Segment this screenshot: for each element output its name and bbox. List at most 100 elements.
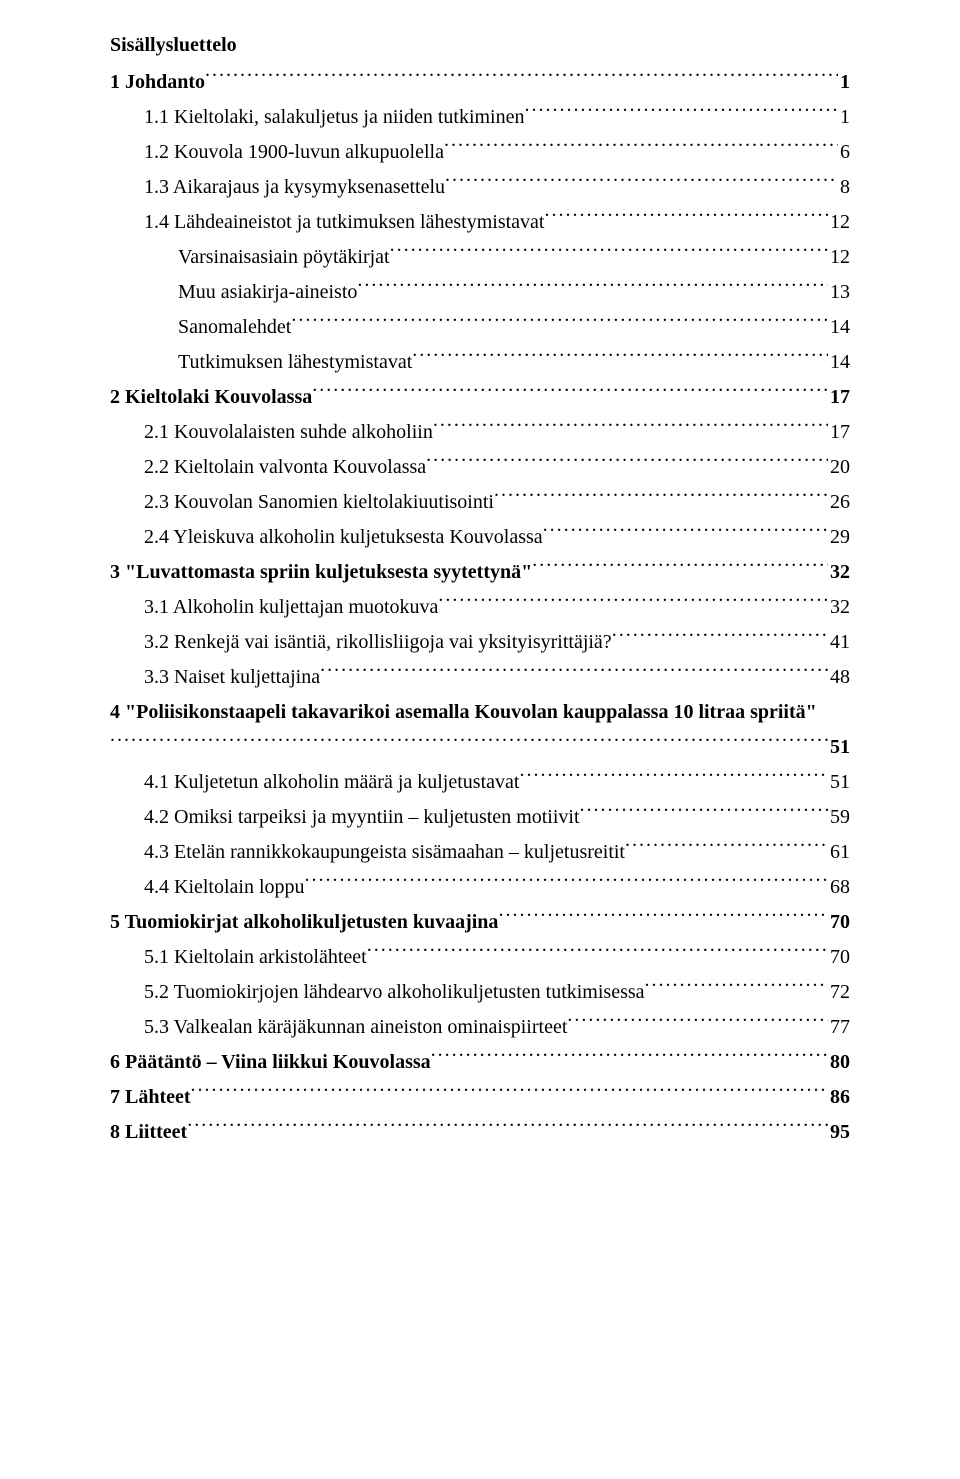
- toc-leader: [438, 593, 828, 613]
- toc-entry-label: 4 "Poliisikonstaapeli takavarikoi asemal…: [110, 695, 850, 730]
- toc-entry: 4.2 Omiksi tarpeiksi ja myyntiin – kulje…: [110, 800, 850, 835]
- toc-leader: [312, 383, 828, 403]
- toc-list: 1 Johdanto 1 1.1 Kieltolaki, salakuljetus …: [110, 65, 850, 1150]
- toc-entry-label: 4.4 Kieltolain loppu: [144, 870, 305, 905]
- toc-leader: [498, 908, 828, 928]
- toc-page-number: 14: [828, 345, 850, 380]
- toc-leader: [567, 1013, 828, 1033]
- toc-page-number: 17: [828, 380, 850, 415]
- toc-entry-label: 1.2 Kouvola 1900-luvun alkupuolella: [144, 135, 444, 170]
- toc-page-number: 72: [828, 975, 850, 1010]
- toc-entry-label: 1 Johdanto: [110, 65, 205, 100]
- toc-entry: 1.4 Lähdeaineistot ja tutkimuksen lähest…: [110, 205, 850, 240]
- toc-page-number: 32: [828, 555, 850, 590]
- toc-page-number: 1: [838, 65, 850, 100]
- toc-entry: Varsinaisasiain pöytäkirjat12: [110, 240, 850, 275]
- toc-page-number: 86: [828, 1080, 850, 1115]
- toc-page-number: 12: [828, 240, 850, 275]
- toc-entry-label: 5.2 Tuomiokirjojen lähdearvo alkoholikul…: [144, 975, 645, 1010]
- toc-page-number: 13: [828, 275, 850, 310]
- toc-page-number: 48: [828, 660, 850, 695]
- toc-leader: [519, 768, 828, 788]
- toc-leader: [532, 558, 828, 578]
- toc-leader: [110, 733, 828, 753]
- toc-entry: 2.3 Kouvolan Sanomien kieltolakiuutisoin…: [110, 485, 850, 520]
- toc-leader: [444, 138, 838, 158]
- toc-page-number: 26: [828, 485, 850, 520]
- toc-leader: [390, 243, 828, 263]
- toc-page-number: 32: [828, 590, 850, 625]
- toc-page-number: 51: [828, 730, 850, 765]
- toc-leader: [305, 873, 828, 893]
- toc-leader: [367, 943, 828, 963]
- toc-leader: [426, 453, 828, 473]
- toc-leader: [320, 663, 828, 683]
- toc-entry-label: Tutkimuksen lähestymistavat: [178, 345, 412, 380]
- toc-title: Sisällysluettelo: [110, 28, 850, 63]
- toc-page-number: 51: [828, 765, 850, 800]
- toc-entry-label: 4.3 Etelän rannikkokaupungeista sisämaah…: [144, 835, 625, 870]
- toc-entry: 3 "Luvattomasta spriin kuljetuksesta syy…: [110, 555, 850, 590]
- toc-entry: 2 Kieltolaki Kouvolassa 17: [110, 380, 850, 415]
- toc-entry: 2.4 Yleiskuva alkoholin kuljetuksesta Ko…: [110, 520, 850, 555]
- toc-leader: [645, 978, 828, 998]
- toc-page-number: 29: [828, 520, 850, 555]
- toc-page-number: 17: [828, 415, 850, 450]
- toc-entry-label: 4.2 Omiksi tarpeiksi ja myyntiin – kulje…: [144, 800, 580, 835]
- toc-page-number: 70: [828, 905, 850, 940]
- toc-entry-label: Sanomalehdet: [178, 310, 291, 345]
- toc-entry: 5.2 Tuomiokirjojen lähdearvo alkoholikul…: [110, 975, 850, 1010]
- toc-leader: [580, 803, 828, 823]
- toc-entry: 3.3 Naiset kuljettajina48: [110, 660, 850, 695]
- toc-leader: [625, 838, 828, 858]
- toc-leader: [525, 103, 839, 123]
- toc-page-number: 6: [838, 135, 850, 170]
- toc-entry: Sanomalehdet14: [110, 310, 850, 345]
- toc-entry: 3.1 Alkoholin kuljettajan muotokuva 32: [110, 590, 850, 625]
- toc-page-number: 59: [828, 800, 850, 835]
- toc-entry-label: 1.1 Kieltolaki, salakuljetus ja niiden t…: [144, 100, 525, 135]
- toc-entry: 5 Tuomiokirjat alkoholikuljetusten kuvaa…: [110, 905, 850, 940]
- toc-page-number: 68: [828, 870, 850, 905]
- toc-entry-label: 2.2 Kieltolain valvonta Kouvolassa: [144, 450, 426, 485]
- toc-entry-label: 1.3 Aikarajaus ja kysymyksenasettelu: [144, 170, 445, 205]
- toc-entry: 7 Lähteet 86: [110, 1080, 850, 1115]
- toc-entry: 6 Päätäntö – Viina liikkui Kouvolassa 80: [110, 1045, 850, 1080]
- toc-page-number: 12: [828, 205, 850, 240]
- toc-entry-label: 3.1 Alkoholin kuljettajan muotokuva: [144, 590, 438, 625]
- toc-entry: 5.1 Kieltolain arkistolähteet 70: [110, 940, 850, 975]
- toc-entry-label: 2.4 Yleiskuva alkoholin kuljetuksesta Ko…: [144, 520, 543, 555]
- toc-entry: 51: [110, 730, 850, 765]
- toc-entry-label: 5.3 Valkealan käräjäkunnan aineiston omi…: [144, 1010, 567, 1045]
- toc-leader: [445, 173, 838, 193]
- toc-entry-label: 2.1 Kouvolalaisten suhde alkoholiin: [144, 415, 433, 450]
- toc-entry-label: 4.1 Kuljetetun alkoholin määrä ja kuljet…: [144, 765, 519, 800]
- toc-entry-label: 7 Lähteet: [110, 1080, 191, 1115]
- toc-page-number: 77: [828, 1010, 850, 1045]
- toc-entry: 4.3 Etelän rannikkokaupungeista sisämaah…: [110, 835, 850, 870]
- toc-page-number: 95: [828, 1115, 850, 1150]
- toc-leader: [291, 313, 828, 333]
- page-container: Sisällysluettelo 1 Johdanto 1 1.1 Kieltola…: [0, 0, 960, 1190]
- toc-entry-label: Muu asiakirja-aineisto: [178, 275, 357, 310]
- toc-entry: Tutkimuksen lähestymistavat 14: [110, 345, 850, 380]
- toc-entry-label: 3 "Luvattomasta spriin kuljetuksesta syy…: [110, 555, 532, 590]
- toc-leader: [187, 1118, 828, 1138]
- toc-entry: 1 Johdanto 1: [110, 65, 850, 100]
- toc-entry-label: 6 Päätäntö – Viina liikkui Kouvolassa: [110, 1045, 431, 1080]
- toc-entry-label: 2 Kieltolaki Kouvolassa: [110, 380, 312, 415]
- toc-entry: 3.2 Renkejä vai isäntiä, rikollisliigoja…: [110, 625, 850, 660]
- toc-page-number: 70: [828, 940, 850, 975]
- toc-entry-label: 5.1 Kieltolain arkistolähteet: [144, 940, 367, 975]
- toc-entry-label: 3.2 Renkejä vai isäntiä, rikollisliigoja…: [144, 625, 612, 660]
- toc-leader: [431, 1048, 828, 1068]
- toc-entry: 8 Liitteet95: [110, 1115, 850, 1150]
- toc-page-number: 1: [838, 100, 850, 135]
- toc-leader: [433, 418, 828, 438]
- toc-page-number: 41: [828, 625, 850, 660]
- toc-page-number: 20: [828, 450, 850, 485]
- toc-leader: [191, 1083, 828, 1103]
- toc-entry: 2.2 Kieltolain valvonta Kouvolassa 20: [110, 450, 850, 485]
- toc-page-number: 8: [838, 170, 850, 205]
- toc-page-number: 80: [828, 1045, 850, 1080]
